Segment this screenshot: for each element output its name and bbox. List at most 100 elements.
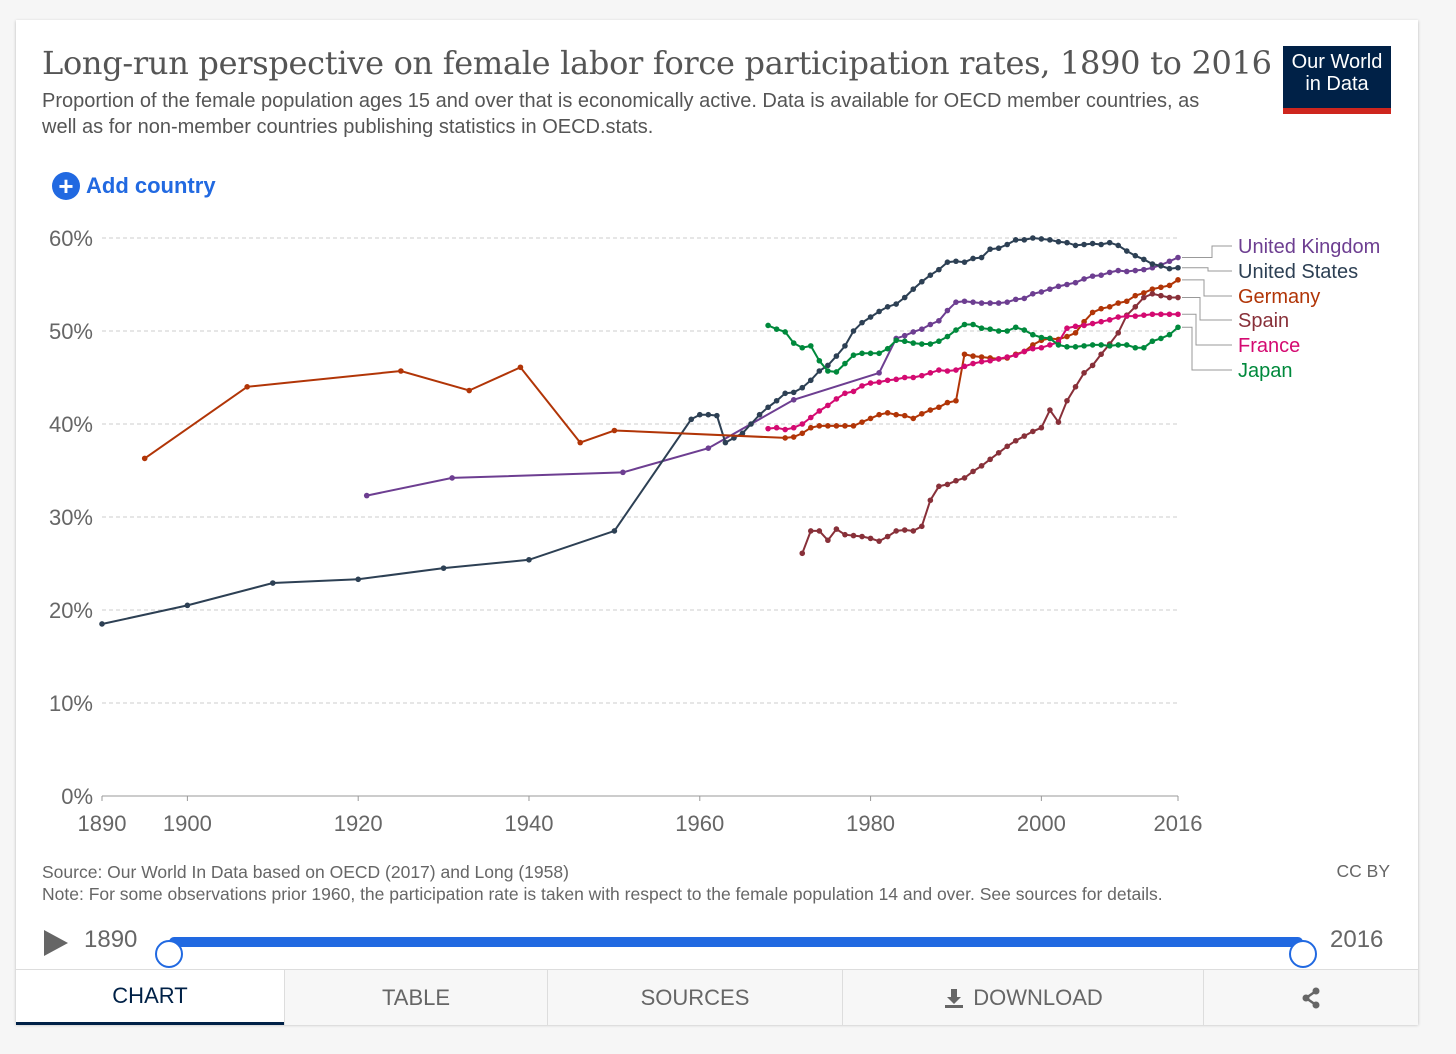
- data-point: [1098, 351, 1104, 358]
- legend-label-japan: Japan: [1238, 360, 1293, 382]
- data-point: [816, 408, 823, 414]
- data-point: [790, 434, 797, 440]
- chart-title: Long-run perspective on female labor for…: [42, 44, 1272, 82]
- data-point: [1012, 352, 1019, 358]
- tab-sources[interactable]: SOURCES: [547, 970, 842, 1025]
- data-point: [1072, 279, 1079, 286]
- data-point: [1166, 265, 1173, 272]
- timeline-end-handle[interactable]: [1289, 940, 1317, 968]
- data-point: [1021, 237, 1028, 243]
- data-point: [859, 350, 865, 357]
- data-point: [1072, 330, 1079, 336]
- tab-download[interactable]: DOWNLOAD: [842, 970, 1203, 1025]
- data-point: [1132, 313, 1139, 319]
- data-point: [876, 379, 882, 385]
- data-point: [842, 423, 848, 429]
- data-point: [1132, 304, 1139, 310]
- data-point: [995, 245, 1002, 252]
- data-point: [1149, 291, 1156, 297]
- data-point: [842, 390, 848, 397]
- data-point: [876, 350, 882, 357]
- data-point: [1115, 314, 1122, 320]
- logo-line-2: in Data: [1305, 73, 1369, 95]
- data-point: [1081, 370, 1087, 376]
- logo-bar: [1283, 108, 1391, 114]
- data-point: [1081, 322, 1087, 329]
- source-text: Source: Our World In Data based on OECD …: [42, 862, 569, 882]
- x-tick-label: 1890: [78, 811, 127, 836]
- data-point: [1030, 345, 1036, 352]
- add-country-button[interactable]: + Add country: [52, 172, 216, 200]
- data-point: [790, 340, 797, 346]
- data-point: [756, 411, 763, 418]
- x-tick-label: 1940: [505, 811, 554, 836]
- data-point: [1047, 335, 1053, 342]
- data-point: [901, 527, 908, 533]
- data-point: [1106, 269, 1113, 276]
- data-point: [893, 528, 899, 534]
- legend-label-france: France: [1238, 335, 1300, 357]
- play-icon[interactable]: [44, 930, 68, 956]
- timeline-slider-track[interactable]: [155, 937, 1317, 968]
- data-point: [867, 535, 874, 542]
- data-point: [867, 380, 874, 386]
- data-point: [705, 445, 712, 451]
- tab-table[interactable]: TABLE: [284, 970, 547, 1025]
- data-point: [1038, 334, 1045, 341]
- data-point: [1149, 338, 1156, 345]
- timeline-start-handle[interactable]: [155, 940, 183, 968]
- data-point: [1081, 241, 1087, 248]
- data-point: [919, 278, 925, 285]
- tab-table-label: TABLE: [381, 984, 451, 1010]
- x-tick-label: 2016: [1154, 811, 1203, 836]
- data-point: [936, 483, 942, 490]
- data-point: [526, 556, 532, 563]
- data-point: [987, 456, 993, 463]
- data-point: [1030, 291, 1036, 297]
- data-point: [1149, 261, 1156, 267]
- owid-logo[interactable]: Our World in Data: [1283, 46, 1391, 114]
- data-point: [927, 407, 934, 413]
- data-point: [1072, 242, 1079, 249]
- data-point: [1089, 342, 1096, 348]
- tab-chart[interactable]: CHART: [16, 970, 284, 1025]
- data-point: [99, 621, 105, 627]
- legend-label-united-kingdom: United Kingdom: [1238, 236, 1380, 258]
- data-point: [517, 364, 524, 371]
- data-point: [953, 327, 959, 333]
- data-point: [850, 328, 857, 334]
- data-point: [244, 384, 250, 390]
- data-point: [739, 430, 746, 437]
- data-point: [1055, 342, 1062, 348]
- data-point: [850, 388, 857, 395]
- data-point: [449, 475, 455, 481]
- data-point: [893, 301, 899, 307]
- data-point: [799, 344, 806, 351]
- data-point: [919, 410, 925, 417]
- data-point: [398, 368, 404, 374]
- data-point: [765, 322, 771, 329]
- data-point: [970, 468, 976, 475]
- license-link[interactable]: CC BY: [1336, 861, 1390, 881]
- data-point: [773, 424, 780, 431]
- data-point: [978, 463, 985, 469]
- timeline: 1890 2016: [42, 924, 1392, 968]
- tab-bar: CHART TABLE SOURCES DOWNLOAD: [16, 969, 1418, 1025]
- data-point: [884, 345, 891, 352]
- x-tick-label: 1960: [675, 811, 724, 836]
- data-point: [1123, 248, 1130, 254]
- data-point: [816, 528, 823, 534]
- data-point: [953, 258, 959, 265]
- logo-line-1: Our World: [1291, 51, 1383, 73]
- data-point: [842, 343, 848, 349]
- data-point: [1012, 324, 1019, 331]
- y-tick-label: 40%: [49, 412, 93, 437]
- tab-share[interactable]: [1203, 970, 1418, 1025]
- line-chart: 0% 10% 20% 30% 40% 50% 60% 1890 1900 1920 1940 196…: [49, 226, 1380, 836]
- data-point: [816, 357, 823, 364]
- data-point: [1089, 320, 1096, 327]
- data-point: [867, 350, 874, 357]
- data-point: [1106, 343, 1113, 349]
- data-point: [807, 424, 814, 431]
- data-point: [919, 372, 925, 379]
